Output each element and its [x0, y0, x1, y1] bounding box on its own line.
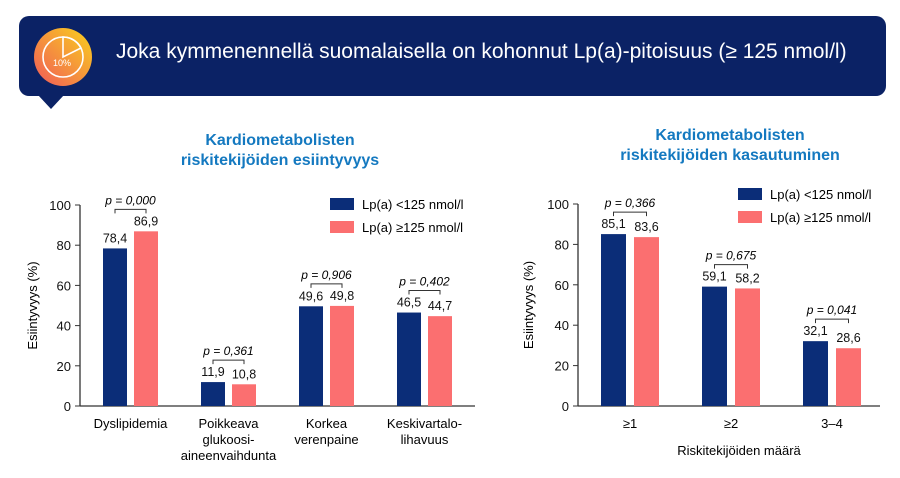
chart1-p-value: p = 0,000 [104, 193, 156, 207]
chart2-bar [735, 288, 760, 406]
banner-pointer [38, 95, 64, 109]
chart1-y-tick-label: 0 [64, 399, 71, 414]
chart1-y-tick-label: 40 [57, 319, 71, 334]
chart2-title: Kardiometabolisten riskitekijöiden kasaut… [620, 127, 840, 164]
chart1-data-label: 86,9 [134, 214, 158, 228]
chart2-x-axis-label: Riskitekijöiden määrä [677, 443, 801, 458]
chart1-bar [428, 316, 452, 406]
header-banner [19, 16, 886, 96]
chart1-significance-bracket [212, 359, 245, 365]
chart2-y-tick-label: 40 [555, 318, 569, 333]
chart2-data-label: 32,1 [803, 324, 827, 338]
chart2-p-value: p = 0,366 [604, 196, 656, 210]
chart1-x-tick-label: Dyslipidemia [94, 416, 168, 431]
chart1-legend-swatch [330, 198, 354, 210]
chart1-bar [201, 382, 225, 406]
chart2-data-label: 83,6 [634, 220, 658, 234]
chart1-legend-label: Lp(a) <125 nmol/l [362, 197, 464, 212]
banner-title: Joka kymmenennellä suomalaisella on koho… [116, 40, 847, 63]
chart2-significance-bracket [613, 211, 647, 217]
chart1-data-label: 49,6 [299, 289, 323, 303]
pie-chart-10-percent-icon: 10% [34, 28, 92, 86]
chart1-y-tick-label: 80 [57, 238, 71, 253]
chart1-title: Kardiometabolisten riskitekijöiden esiint… [180, 132, 380, 169]
chart1-p-value: p = 0,402 [398, 275, 450, 289]
chart1-bar [134, 231, 158, 406]
chart2-bar [634, 237, 659, 406]
chart2-bar [836, 348, 861, 406]
chart1-data-label: 46,5 [397, 296, 421, 310]
chart1-significance-bracket [310, 283, 343, 288]
chart1-y-axis-label: Esiintyvyys (%) [25, 261, 40, 349]
chart1-data-label: 11,9 [201, 365, 224, 379]
chart2-legend-swatch [738, 188, 762, 200]
chart1-x-tick-label: verenpaine [294, 432, 358, 447]
chart1-bar [299, 306, 323, 406]
chart2-significance-bracket [815, 318, 849, 324]
chart2-bar [601, 234, 626, 406]
chart2-y-tick-label: 100 [547, 197, 569, 212]
chart1-x-tick-label: glukoosi- [202, 432, 254, 447]
chart1-y-tick-label: 100 [49, 198, 71, 213]
chart1-x-tick-label: lihavuus [401, 432, 449, 447]
chart1-bar [103, 248, 127, 406]
chart1-x-tick-label: Keskivartalo- [387, 416, 462, 431]
chart1-x-tick-label: Korkea [306, 416, 348, 431]
chart2-legend-swatch [738, 211, 762, 223]
chart2-data-label: 85,1 [601, 217, 625, 231]
chart2-significance-bracket [714, 264, 748, 269]
chart2-p-value: p = 0,041 [806, 303, 857, 317]
chart1-p-value: p = 0,361 [202, 344, 253, 358]
chart2-y-tick-label: 20 [555, 359, 569, 374]
chart1-data-label: 78,4 [103, 231, 127, 245]
chart2-bar [803, 341, 828, 406]
chart1-significance-bracket [408, 290, 441, 295]
svg-text:10%: 10% [53, 58, 71, 68]
chart2-y-axis-label: Esiintyvyys (%) [521, 261, 536, 349]
chart1-x-tick-label: Poikkeava [199, 416, 260, 431]
chart2-legend-label: Lp(a) <125 nmol/l [770, 187, 872, 202]
chart2-y-tick-label: 60 [555, 278, 569, 293]
chart2-data-label: 59,1 [702, 270, 726, 284]
chart1-bar [330, 305, 354, 406]
chart1-legend-swatch [330, 221, 354, 233]
chart1-data-label: 10,8 [232, 367, 256, 381]
chart1-bar [397, 312, 421, 406]
chart1-y-tick-label: 60 [57, 278, 71, 293]
chart2-p-value: p = 0,675 [705, 249, 757, 263]
chart2-bar [702, 286, 727, 406]
chart2-data-label: 58,2 [735, 271, 759, 285]
chart2-x-tick-label: ≥1 [623, 416, 637, 431]
chart1-legend-label: Lp(a) ≥125 nmol/l [362, 220, 463, 235]
chart1-y-tick-label: 20 [57, 359, 71, 374]
chart1-x-tick-label: aineenvaihdunta [181, 448, 277, 463]
chart1-data-label: 49,8 [330, 289, 354, 303]
chart1-significance-bracket [114, 208, 147, 214]
chart2-y-tick-label: 80 [555, 237, 569, 252]
chart2-x-tick-label: 3–4 [821, 416, 843, 431]
chart2-x-tick-label: ≥2 [724, 416, 738, 431]
chart2-y-tick-label: 0 [562, 399, 569, 414]
chart1-data-label: 44,7 [428, 299, 452, 313]
chart2-legend-label: Lp(a) ≥125 nmol/l [770, 210, 871, 225]
chart2-data-label: 28,6 [836, 331, 860, 345]
chart1-p-value: p = 0,906 [300, 268, 352, 282]
chart1-bar [232, 384, 256, 406]
